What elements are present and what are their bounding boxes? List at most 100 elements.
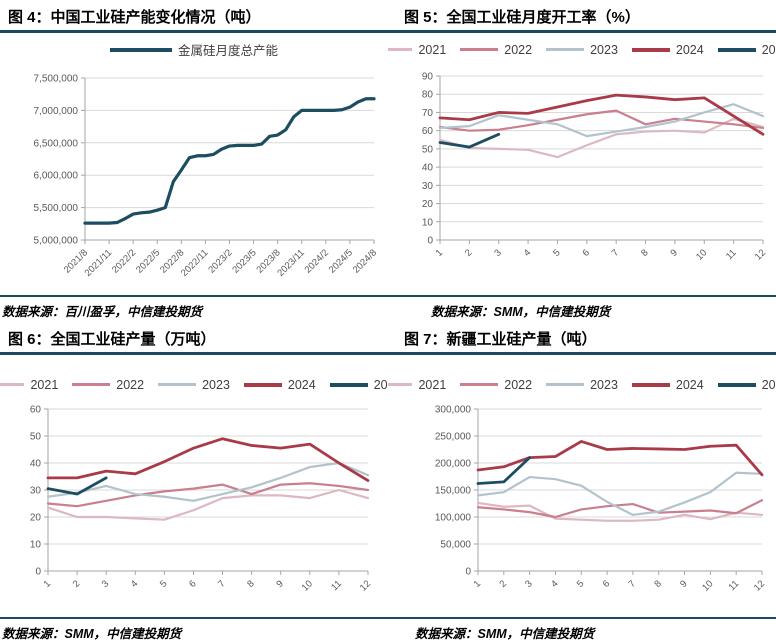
svg-text:4: 4: [522, 247, 534, 259]
svg-text:5,000,000: 5,000,000: [34, 235, 79, 246]
legend-label: 2022: [504, 377, 533, 392]
legend-line-swatch: [388, 48, 413, 51]
legend-label: 2023: [590, 42, 618, 57]
svg-text:40: 40: [30, 458, 42, 469]
legend-item: 2021: [0, 378, 58, 392]
svg-text:7: 7: [216, 578, 228, 590]
svg-text:11: 11: [724, 247, 739, 262]
legend-item: 2025: [329, 377, 388, 392]
svg-text:3: 3: [492, 247, 504, 259]
svg-text:10: 10: [30, 539, 42, 550]
svg-text:1: 1: [434, 247, 446, 259]
legend-label: 2023: [202, 377, 230, 392]
legend-line-swatch: [243, 382, 282, 387]
legend-item: 2021: [388, 43, 446, 57]
svg-text:30: 30: [30, 485, 42, 496]
svg-text:6: 6: [580, 247, 592, 259]
svg-text:8: 8: [245, 578, 257, 590]
legend-line-swatch: [546, 48, 585, 51]
svg-text:4: 4: [129, 578, 141, 590]
svg-text:2021/11: 2021/11: [83, 247, 115, 279]
svg-text:5,500,000: 5,500,000: [34, 203, 79, 214]
legend-line-swatch: [388, 383, 413, 386]
svg-text:9: 9: [669, 247, 681, 259]
legend-label: 2024: [287, 377, 316, 392]
figure-panel-6: 图 6：全国工业硅产量（万吨） 20212022202320242025 010…: [0, 320, 388, 641]
svg-text:11: 11: [727, 578, 742, 593]
legend-item: 2025: [717, 43, 776, 57]
svg-text:3: 3: [100, 578, 112, 590]
svg-text:1: 1: [42, 578, 54, 590]
data-source: 数据来源：SMM，中信建投期货: [2, 627, 182, 641]
legend-line-swatch: [717, 382, 756, 387]
legend-line-swatch: [546, 383, 585, 386]
svg-text:2023/2: 2023/2: [206, 247, 234, 275]
legend-item: 2024: [631, 43, 704, 57]
svg-text:0: 0: [35, 566, 41, 577]
svg-text:10: 10: [422, 217, 434, 228]
legend-item: 2022: [460, 43, 532, 57]
legend-line-swatch: [631, 382, 670, 387]
legend-line-swatch: [0, 383, 25, 386]
svg-text:12: 12: [752, 578, 767, 593]
legend-line-swatch: [460, 383, 499, 386]
svg-text:0: 0: [465, 566, 471, 577]
svg-text:12: 12: [358, 578, 373, 593]
svg-text:1: 1: [472, 578, 484, 590]
svg-text:2: 2: [463, 247, 475, 259]
svg-text:2024/5: 2024/5: [327, 247, 355, 275]
svg-text:2024/2: 2024/2: [303, 247, 331, 275]
svg-text:5: 5: [575, 578, 587, 590]
legend-line-swatch: [717, 47, 756, 52]
legend-item: 2025: [717, 377, 776, 392]
chart-legend: 金属硅月度总产能: [0, 42, 388, 58]
legend-item: 2023: [158, 378, 230, 392]
svg-text:6,000,000: 6,000,000: [34, 170, 79, 181]
capacity-trend-chart: 5,000,000 5,500,000 6,000,000 6,500,000 7,00…: [34, 73, 380, 279]
svg-text:5: 5: [551, 247, 563, 259]
legend-label: 2025: [373, 377, 388, 392]
svg-text:2: 2: [71, 578, 83, 590]
svg-text:2: 2: [497, 578, 509, 590]
svg-text:60: 60: [30, 404, 42, 415]
source-rule: [388, 294, 776, 297]
legend-label: 2025: [761, 377, 776, 392]
legend-item: 2024: [631, 377, 704, 392]
svg-text:20: 20: [422, 199, 434, 210]
legend-label: 2021: [418, 377, 447, 392]
svg-text:2022/11: 2022/11: [179, 247, 211, 279]
source-rule: [0, 294, 388, 297]
svg-text:300,000: 300,000: [435, 404, 472, 415]
svg-text:2024/8: 2024/8: [351, 247, 379, 275]
data-source: 数据来源：百川盈孚，中信建投期货: [2, 305, 203, 319]
svg-text:2023/5: 2023/5: [230, 247, 258, 275]
svg-text:6: 6: [601, 578, 613, 590]
legend-item: 2021: [388, 378, 446, 392]
svg-text:5: 5: [158, 578, 170, 590]
figure-panel-5: 图 5：全国工业硅月度开工率（%） 20212022202320242025 0…: [388, 0, 776, 320]
legend-item: 2022: [72, 378, 144, 392]
figure-title: 图 5：全国工业硅月度开工率（%）: [404, 9, 640, 26]
title-rule: [388, 30, 776, 33]
svg-text:8: 8: [639, 247, 651, 259]
legend-line-swatch: [158, 383, 197, 386]
title-rule: [0, 352, 388, 355]
source-rule: [388, 616, 776, 619]
legend-label: 金属硅月度总产能: [177, 44, 278, 58]
svg-text:2022/5: 2022/5: [134, 247, 162, 275]
svg-text:3: 3: [523, 578, 535, 590]
svg-text:6,500,000: 6,500,000: [34, 138, 79, 149]
data-source: 数据来源：SMM，中信建投期货: [431, 305, 611, 319]
svg-text:9: 9: [274, 578, 286, 590]
legend-item: 2024: [243, 377, 316, 392]
legend-label: 2024: [675, 377, 704, 392]
legend-item: 2022: [460, 378, 532, 392]
svg-text:8: 8: [652, 578, 664, 590]
legend-label: 2022: [504, 42, 533, 57]
chart-legend: 2021 2022 2023 2024 2025: [388, 377, 776, 393]
svg-text:7,000,000: 7,000,000: [34, 105, 79, 116]
legend-item: 2023: [546, 378, 618, 392]
figure-panel-7: 图 7：新疆工业硅产量（吨） 2021 2022 2023 2024 2025 0 50,…: [388, 320, 776, 641]
